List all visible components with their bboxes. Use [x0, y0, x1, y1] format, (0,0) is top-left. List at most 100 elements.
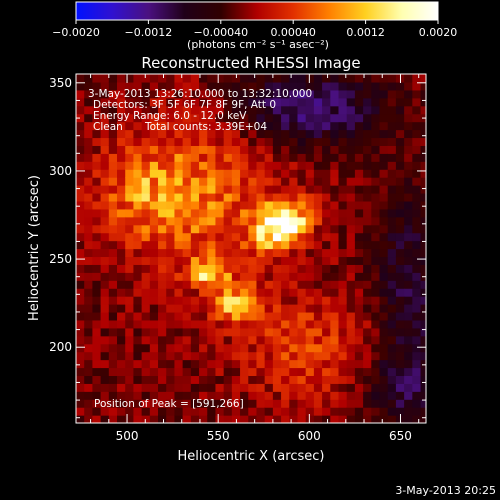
heatmap-cell	[322, 129, 331, 139]
heatmap-cell	[190, 208, 200, 218]
heatmap-cell	[182, 177, 192, 186]
heatmap-cell	[420, 296, 426, 305]
heatmap-cell	[371, 311, 381, 321]
heatmap-cell	[420, 415, 426, 423]
heatmap-cell	[371, 97, 381, 107]
heatmap-cell	[313, 375, 323, 384]
heatmap-cell	[322, 185, 331, 194]
heatmap-cell	[92, 399, 102, 408]
heatmap-cell	[158, 216, 167, 226]
heatmap-cell	[346, 319, 356, 329]
heatmap-cell	[305, 121, 315, 131]
heatmap-cell	[199, 319, 208, 329]
heatmap-cell	[174, 129, 184, 139]
heatmap-cell	[412, 311, 422, 321]
heatmap-cell	[379, 280, 389, 289]
heatmap-cell	[289, 319, 299, 329]
heatmap-cell	[395, 208, 405, 218]
heatmap-cell	[264, 280, 274, 289]
heatmap-cell	[190, 351, 200, 361]
heatmap-cell	[379, 216, 389, 226]
heatmap-cell	[141, 359, 151, 369]
heatmap-cell	[76, 319, 85, 329]
heatmap-cell	[240, 208, 249, 218]
heatmap-cell	[76, 145, 85, 154]
heatmap-cell	[182, 200, 192, 210]
heatmap-cell	[240, 145, 249, 154]
heatmap-cell	[231, 81, 241, 91]
heatmap-cell	[330, 383, 340, 392]
heatmap-cell	[264, 343, 274, 353]
heatmap-cell	[149, 81, 159, 91]
heatmap-cell	[240, 383, 249, 392]
heatmap-cell	[100, 407, 110, 416]
heatmap-cell	[248, 129, 258, 139]
heatmap-cell	[379, 391, 389, 400]
heatmap-cell	[281, 216, 290, 226]
heatmap-cell	[395, 319, 405, 329]
heatmap-cell	[240, 264, 249, 273]
heatmap-cell	[346, 208, 356, 218]
heatmap-cell	[412, 343, 422, 353]
heatmap-cell	[158, 113, 167, 123]
heatmap-cell	[379, 224, 389, 234]
heatmap-cell	[149, 137, 159, 146]
heatmap-cell	[125, 383, 135, 392]
heatmap-cell	[149, 113, 159, 123]
heatmap-cell	[248, 343, 258, 353]
heatmap-cell	[297, 185, 307, 194]
heatmap-cell	[338, 185, 348, 194]
heatmap-cell	[272, 177, 282, 186]
heatmap-cell	[281, 272, 290, 281]
heatmap-cell	[166, 161, 176, 170]
heatmap-cell	[264, 185, 274, 194]
heatmap-cell	[190, 296, 200, 305]
heatmap-cell	[133, 192, 143, 202]
heatmap-cell	[158, 224, 167, 234]
heatmap-cell	[387, 311, 397, 321]
heatmap-cell	[240, 177, 249, 186]
heatmap-cell	[231, 121, 241, 131]
heatmap-cell	[117, 169, 126, 178]
heatmap-cell	[256, 232, 266, 242]
heatmap-cell	[354, 359, 364, 369]
heatmap-cell	[379, 407, 389, 416]
heatmap-cell	[199, 177, 208, 186]
heatmap-cell	[346, 185, 356, 194]
heatmap-cell	[149, 415, 159, 423]
heatmap-cell	[387, 415, 397, 423]
heatmap-cell	[281, 240, 290, 250]
heatmap-cell	[281, 74, 290, 83]
heatmap-cell	[100, 399, 110, 408]
heatmap-cell	[215, 248, 225, 258]
heatmap-cell	[100, 216, 110, 226]
heatmap-cell	[92, 367, 102, 377]
heatmap-cell	[256, 169, 266, 178]
heatmap-cell	[313, 296, 323, 305]
heatmap-cell	[199, 153, 208, 162]
heatmap-cell	[379, 121, 389, 131]
heatmap-cell	[313, 200, 323, 210]
heatmap-cell	[100, 264, 110, 273]
heatmap-cell	[215, 399, 225, 408]
heatmap-cell	[338, 161, 348, 170]
heatmap-cell	[281, 256, 290, 265]
heatmap-cell	[100, 81, 110, 91]
heatmap-cell	[281, 200, 290, 210]
heatmap-cell	[248, 399, 258, 408]
heatmap-cell	[182, 391, 192, 400]
heatmap-cell	[248, 335, 258, 345]
heatmap-cell	[404, 81, 413, 91]
heatmap-cell	[92, 169, 102, 178]
heatmap-cell	[117, 74, 126, 83]
heatmap-cell	[313, 153, 323, 162]
heatmap-cell	[404, 113, 413, 123]
heatmap-cell	[363, 232, 372, 242]
heatmap-cell	[313, 280, 323, 289]
heatmap-cell	[207, 248, 217, 258]
heatmap-cell	[338, 407, 348, 416]
heatmap-cell	[215, 304, 225, 313]
x-axis-label: Heliocentric X (arcsec)	[178, 449, 325, 464]
heatmap-cell	[117, 97, 126, 107]
heatmap-cell	[100, 367, 110, 377]
